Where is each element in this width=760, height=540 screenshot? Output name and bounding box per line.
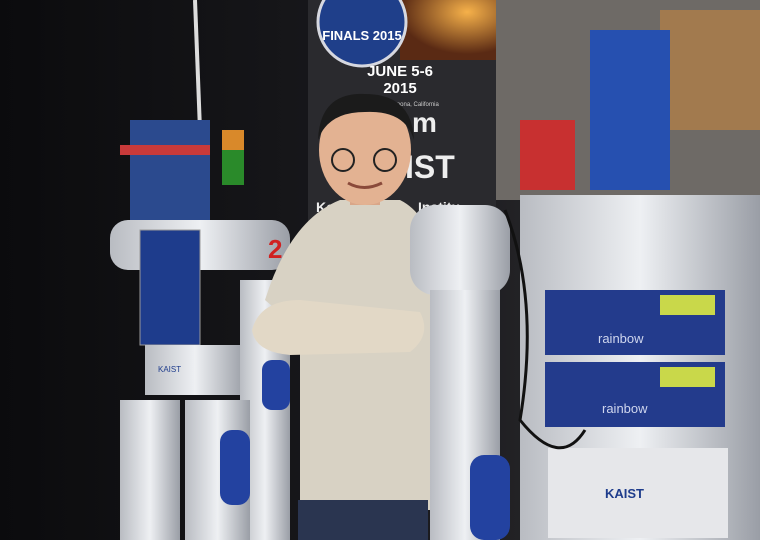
robot-knee-cover bbox=[220, 430, 250, 505]
hair bbox=[318, 93, 414, 140]
crossed-arms bbox=[252, 300, 425, 355]
glasses bbox=[331, 148, 355, 172]
cable bbox=[503, 209, 587, 450]
robot-head bbox=[130, 120, 210, 220]
left-robot: 2 KAIST bbox=[110, 0, 290, 540]
banner-title: FINALS 2015 bbox=[322, 28, 401, 43]
banner-location: Fairplex · Pomona, California bbox=[361, 102, 439, 108]
robot-label: KAIST bbox=[605, 486, 644, 501]
robot-arm-cover bbox=[262, 360, 290, 410]
shirt bbox=[265, 200, 439, 510]
robot-torso bbox=[139, 229, 201, 346]
battery-sticker bbox=[660, 367, 715, 387]
robot-label: KAIST bbox=[158, 365, 181, 374]
robot-arm-cover bbox=[470, 455, 510, 540]
banner-logo bbox=[316, 0, 408, 68]
robot-pelvis bbox=[145, 345, 245, 395]
wooden-board bbox=[660, 10, 760, 130]
person bbox=[252, 93, 439, 540]
right-robot: rainbow rainbow KAIST bbox=[410, 30, 760, 540]
red-box bbox=[520, 120, 575, 190]
banner: FINALS 2015 JUNE 5-6 2015 Fairplex · Pom… bbox=[308, 0, 496, 230]
robot-base bbox=[548, 448, 728, 538]
brand-label: rainbow bbox=[598, 331, 644, 346]
brand-label: rainbow bbox=[602, 401, 648, 416]
jeans bbox=[298, 500, 428, 540]
robot-arm-shoulder bbox=[410, 205, 510, 295]
banner-line: IST bbox=[405, 149, 455, 185]
robot-number: 2 bbox=[268, 234, 282, 264]
signal-light-top bbox=[222, 130, 244, 150]
robot-head-frame bbox=[120, 145, 210, 155]
banner-date: JUNE 5-6 bbox=[367, 63, 433, 80]
banner-year: 2015 bbox=[383, 80, 416, 97]
cable bbox=[193, 0, 202, 131]
robot-leg bbox=[120, 400, 180, 540]
smile bbox=[347, 181, 383, 189]
glasses bbox=[373, 148, 397, 172]
robot-upper bbox=[590, 30, 670, 190]
banner-sunset bbox=[400, 0, 496, 60]
face bbox=[319, 95, 411, 205]
battery-sticker bbox=[660, 295, 715, 315]
banner-line: m bbox=[412, 107, 437, 138]
